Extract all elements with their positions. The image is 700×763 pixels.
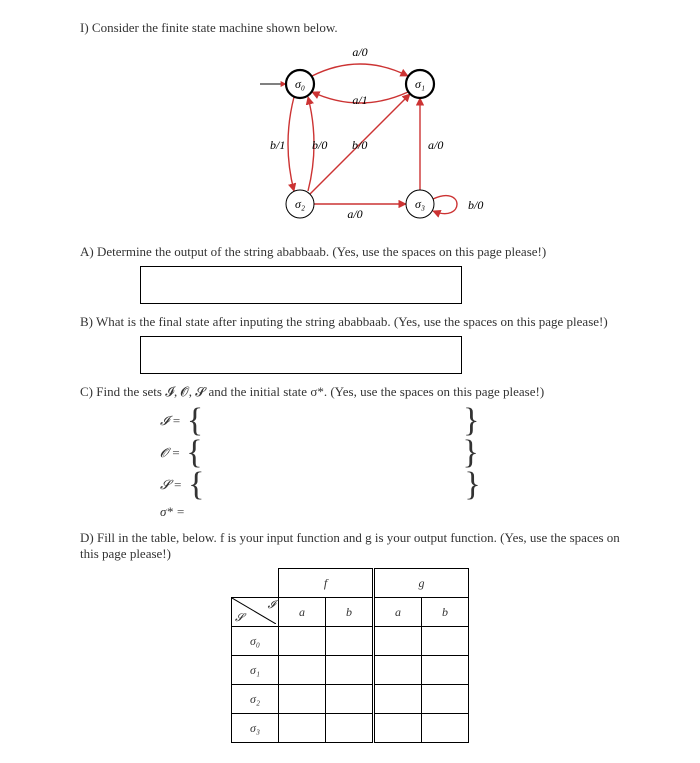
fsm-diagram: a/0 a/1 b/1 b/0 b/0 a/0 a/0 b/0 σ₀ σ₁ σ₂… <box>190 44 510 234</box>
cell[interactable] <box>422 685 469 714</box>
svg-text:b/1: b/1 <box>270 138 285 152</box>
cell[interactable] <box>326 627 374 656</box>
part-b-answer-box[interactable] <box>140 336 462 374</box>
col-b2: b <box>422 598 469 627</box>
set-S-label: 𝓢 = <box>160 477 182 493</box>
cell[interactable] <box>422 627 469 656</box>
left-brace-icon: { <box>187 406 203 436</box>
cell[interactable] <box>374 714 422 743</box>
left-brace-icon: { <box>188 470 204 500</box>
svg-text:b/0: b/0 <box>352 138 367 152</box>
cell[interactable] <box>326 685 374 714</box>
part-a-answer-box[interactable] <box>140 266 462 304</box>
row-s2: σ₂ <box>232 685 279 714</box>
svg-text:a/0: a/0 <box>428 138 443 152</box>
sigma-star-row: σ* = <box>160 504 620 520</box>
svg-text:a/0: a/0 <box>352 45 367 59</box>
corner-cell: 𝓘 𝓢 <box>232 598 279 627</box>
col-b1: b <box>326 598 374 627</box>
right-brace-icon: } <box>464 470 480 500</box>
cell[interactable] <box>422 714 469 743</box>
corner-I: 𝓘 <box>268 599 275 612</box>
left-brace-icon: { <box>186 438 202 468</box>
cell[interactable] <box>279 627 326 656</box>
cell[interactable] <box>279 685 326 714</box>
set-I-label: 𝓘 = <box>160 413 181 429</box>
svg-text:σ₁: σ₁ <box>415 77 425 91</box>
svg-text:a/0: a/0 <box>347 207 362 221</box>
part-a-text: A) Determine the output of the string ab… <box>80 244 620 260</box>
cell[interactable] <box>279 656 326 685</box>
right-brace-icon: } <box>463 438 479 468</box>
problem-title: I) Consider the finite state machine sho… <box>80 20 620 36</box>
svg-text:a/1: a/1 <box>352 93 367 107</box>
cell[interactable] <box>279 714 326 743</box>
set-I-row: 𝓘 = { } <box>160 406 620 436</box>
svg-text:σ₃: σ₃ <box>415 197 425 211</box>
fg-table: f g 𝓘 𝓢 a b a b σ₀ σ₁ σ₂ σ₃ <box>231 568 469 743</box>
cell[interactable] <box>374 656 422 685</box>
cell[interactable] <box>374 685 422 714</box>
sigma-star-label: σ* = <box>160 504 185 519</box>
part-b-text: B) What is the final state after inputin… <box>80 314 620 330</box>
set-O-label: 𝓞 = <box>160 445 180 461</box>
cell[interactable] <box>326 656 374 685</box>
svg-text:σ₂: σ₂ <box>295 197 305 211</box>
set-O-row: 𝓞 = { } <box>160 438 620 468</box>
header-f: f <box>279 569 374 598</box>
row-s1: σ₁ <box>232 656 279 685</box>
row-s0: σ₀ <box>232 627 279 656</box>
col-a1: a <box>279 598 326 627</box>
part-d-text: D) Fill in the table, below. f is your i… <box>80 530 620 562</box>
set-S-row: 𝓢 = { } <box>160 470 620 500</box>
right-brace-icon: } <box>463 406 479 436</box>
corner-S: 𝓢 <box>235 612 244 625</box>
cell[interactable] <box>422 656 469 685</box>
svg-text:b/0: b/0 <box>312 138 327 152</box>
cell[interactable] <box>374 627 422 656</box>
col-a2: a <box>374 598 422 627</box>
header-g: g <box>374 569 469 598</box>
svg-text:σ₀: σ₀ <box>295 77 305 91</box>
svg-text:b/0: b/0 <box>468 198 483 212</box>
row-s3: σ₃ <box>232 714 279 743</box>
part-c-text: C) Find the sets 𝓘, 𝓞, 𝓢 and the initial… <box>80 384 620 400</box>
cell[interactable] <box>326 714 374 743</box>
